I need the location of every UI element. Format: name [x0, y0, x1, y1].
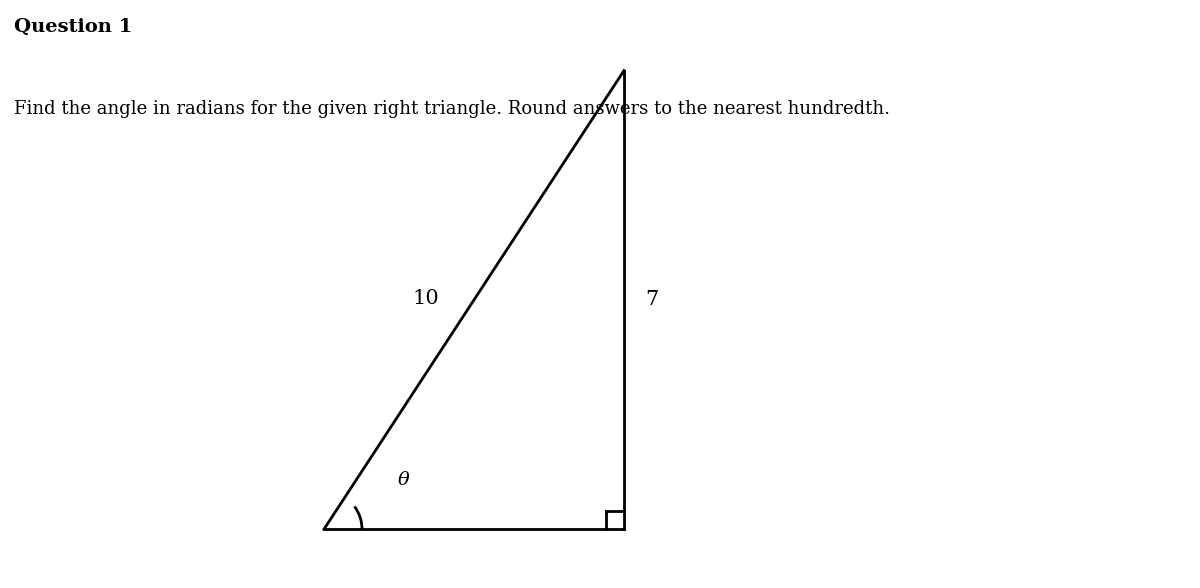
- Text: 7: 7: [646, 290, 659, 309]
- Text: Question 1: Question 1: [14, 18, 133, 36]
- Text: θ: θ: [397, 472, 409, 489]
- Text: Find the angle in radians for the given right triangle. Round answers to the nea: Find the angle in radians for the given …: [14, 100, 890, 118]
- Text: 10: 10: [413, 289, 439, 308]
